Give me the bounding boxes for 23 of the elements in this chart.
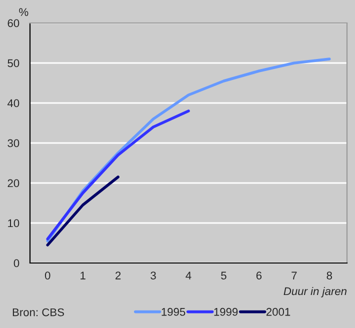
x-tick-label: 0 [44,272,50,280]
x-tick-label: 5 [221,272,226,280]
y-tick-label: 40 [7,99,20,108]
x-tick-label: 8 [326,272,332,280]
y-tick-label: 0 [14,259,20,268]
y-tick-label: 50 [8,59,20,68]
text: Bron: CBS [12,308,64,316]
x-axis-title: Duur in jaren [284,287,346,298]
x-tick-label: 6 [256,272,262,280]
x-tick-label: 4 [186,272,192,280]
line-series [46,110,190,240]
legend-label: 1995 [162,308,186,316]
y-axis-title: % [19,8,28,16]
x-tick-label: 2 [116,272,121,280]
legend-label: 2001 [266,308,290,316]
y-tick-label: 20 [8,179,20,188]
y-tick-label: 10 [8,219,20,228]
x-tick-label: 7 [292,272,297,280]
x-tick-label: 3 [150,272,156,280]
y-tick-label: 60 [8,19,20,28]
y-tick-label: 30 [8,139,20,148]
x-tick-label: 1 [80,272,86,280]
legend-label: 1999 [214,308,238,316]
